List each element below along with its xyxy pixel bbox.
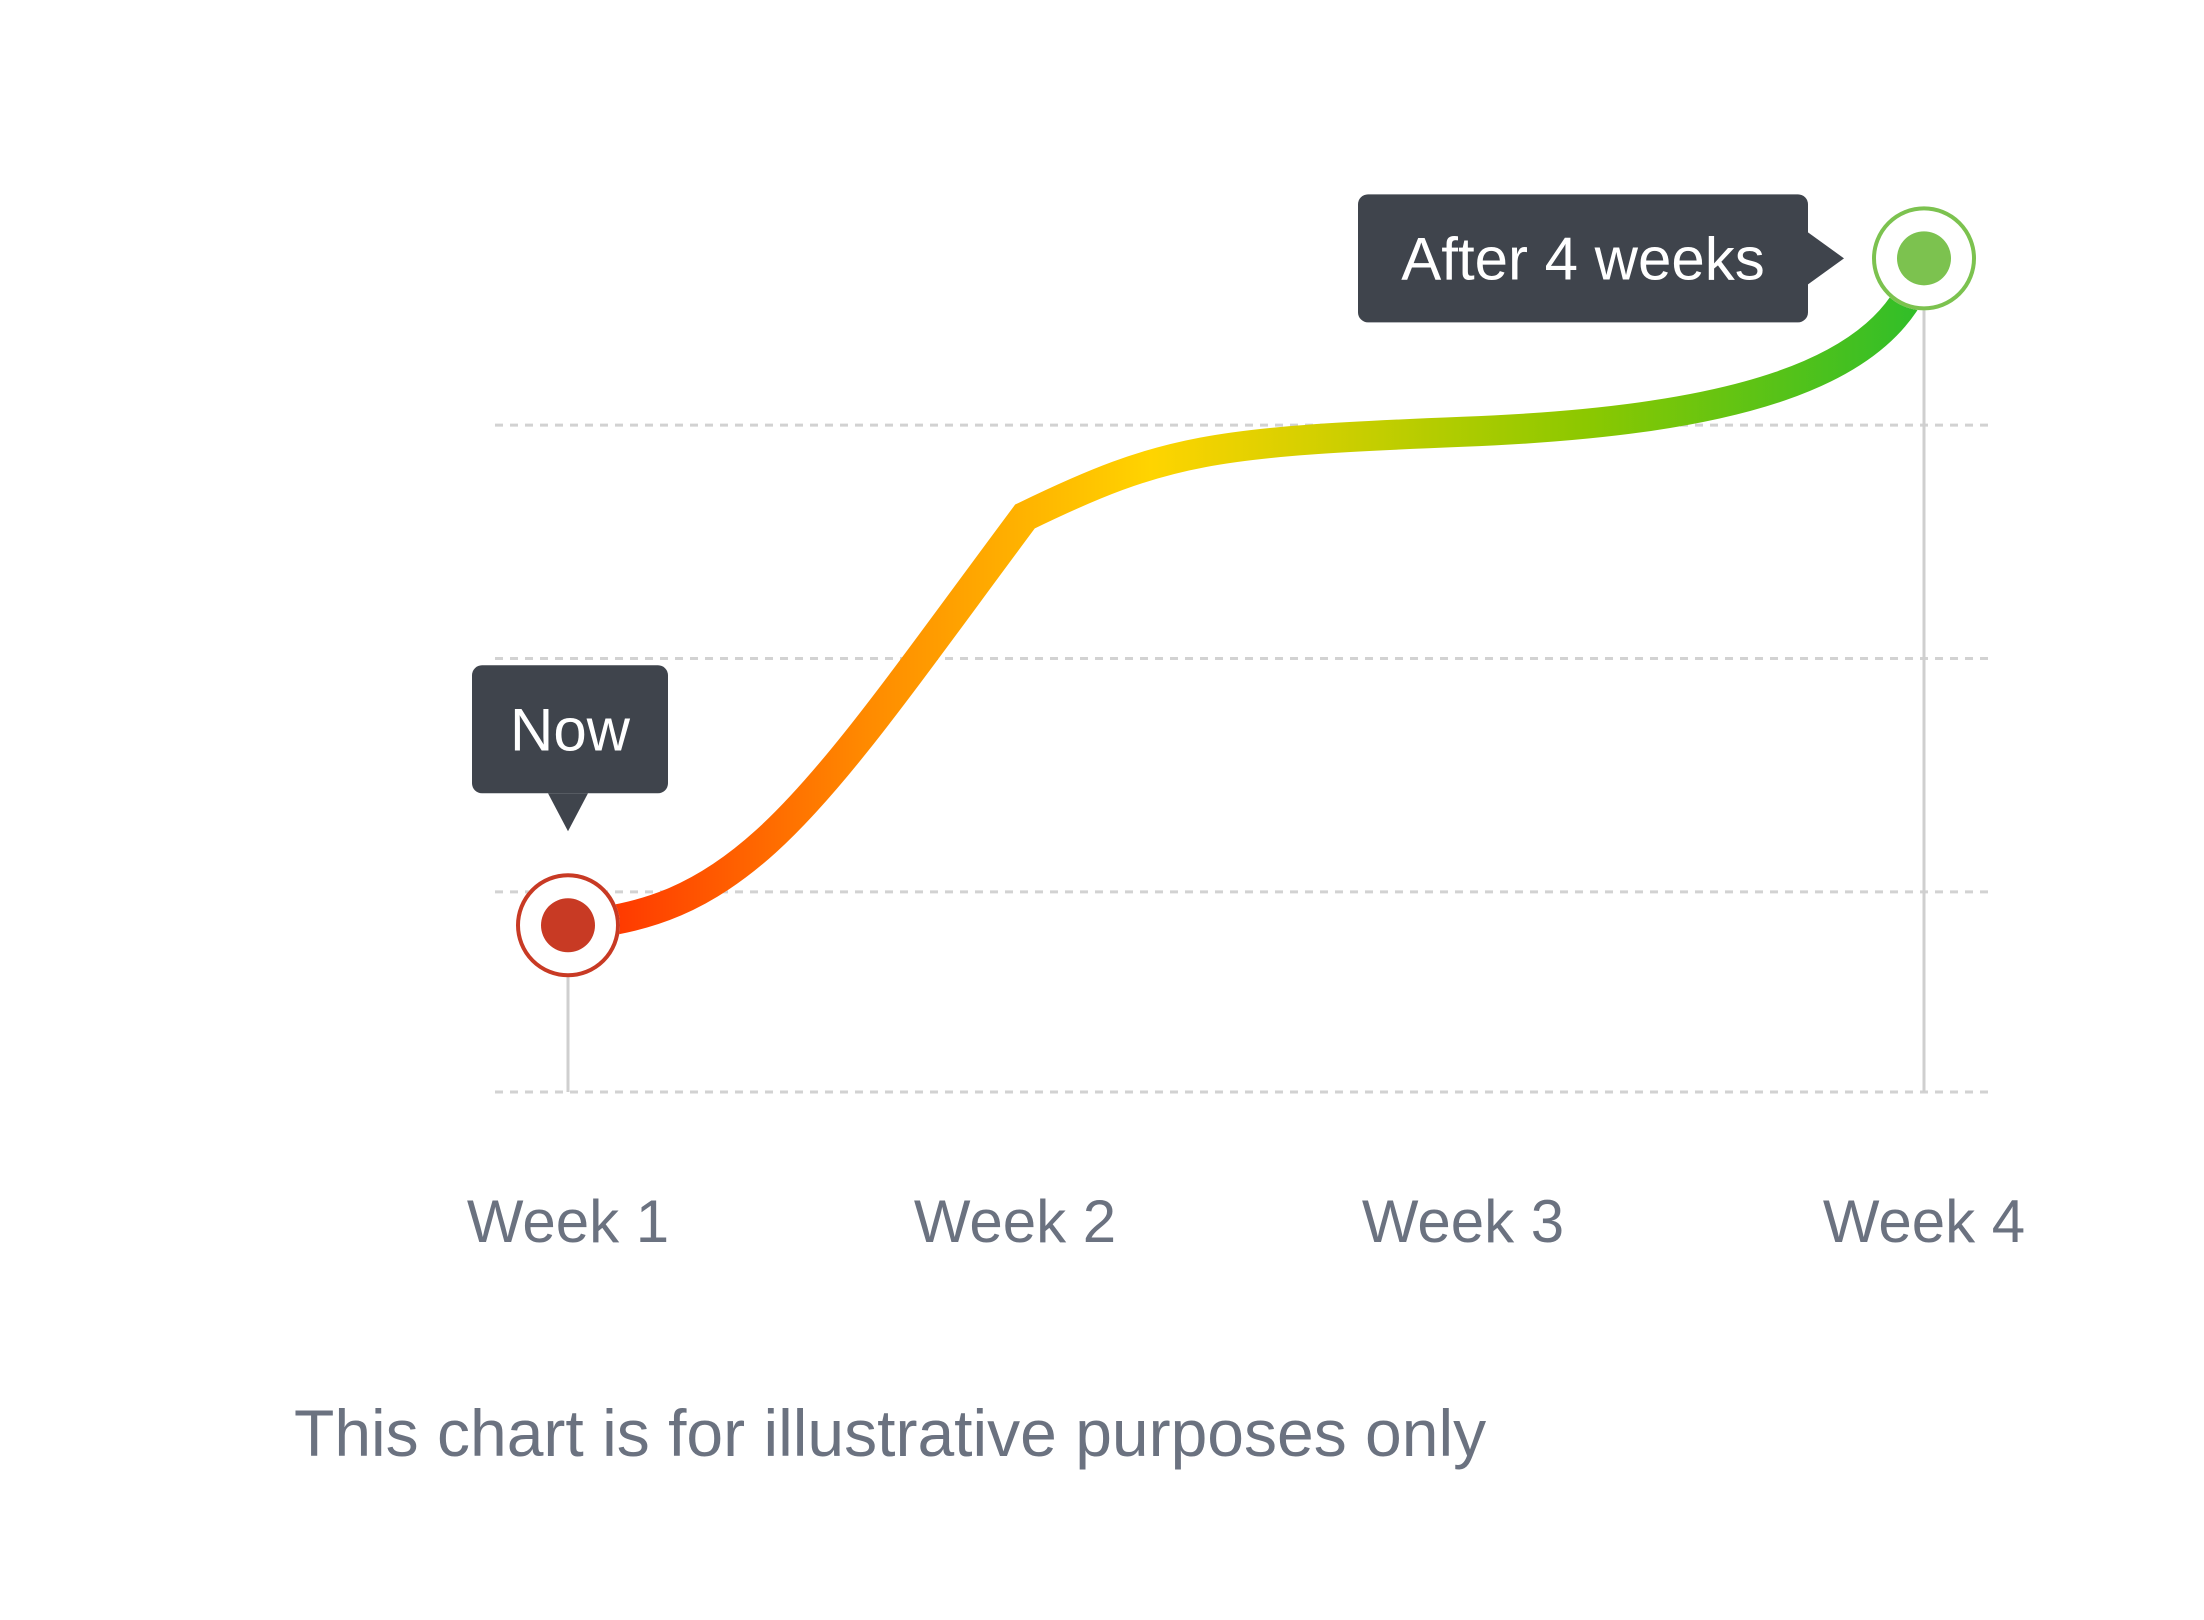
tooltip-box: [1358, 194, 1808, 323]
data-point-week-4-dot: [1897, 231, 1951, 286]
tooltip-label: Now: [510, 696, 631, 763]
data-point-week-4: [1872, 206, 1976, 311]
tooltip-label: After 4 weeks: [1401, 225, 1765, 292]
gridlines: [495, 423, 1990, 1094]
tooltip-pointer: [548, 793, 588, 832]
chart-footnote: This chart is for illustrative purposes …: [294, 1396, 1487, 1470]
data-point-week-1: [516, 873, 620, 978]
x-tick-label: Week 2: [914, 1188, 1116, 1255]
x-tick-label: Week 1: [467, 1188, 669, 1255]
series-line: [553, 243, 1939, 941]
data-point-week-1-dot: [541, 898, 595, 953]
annotation-week-1: Now: [472, 665, 668, 832]
tooltip-box: [472, 665, 668, 794]
tooltip-pointer: [1808, 232, 1844, 285]
x-tick-label: Week 4: [1823, 1188, 2025, 1255]
annotation-week-4: After 4 weeks: [1358, 194, 1844, 323]
x-axis-ticks: Week 1 Week 2 Week 3 Week 4: [467, 1188, 2025, 1255]
x-tick-label: Week 3: [1362, 1188, 1564, 1255]
